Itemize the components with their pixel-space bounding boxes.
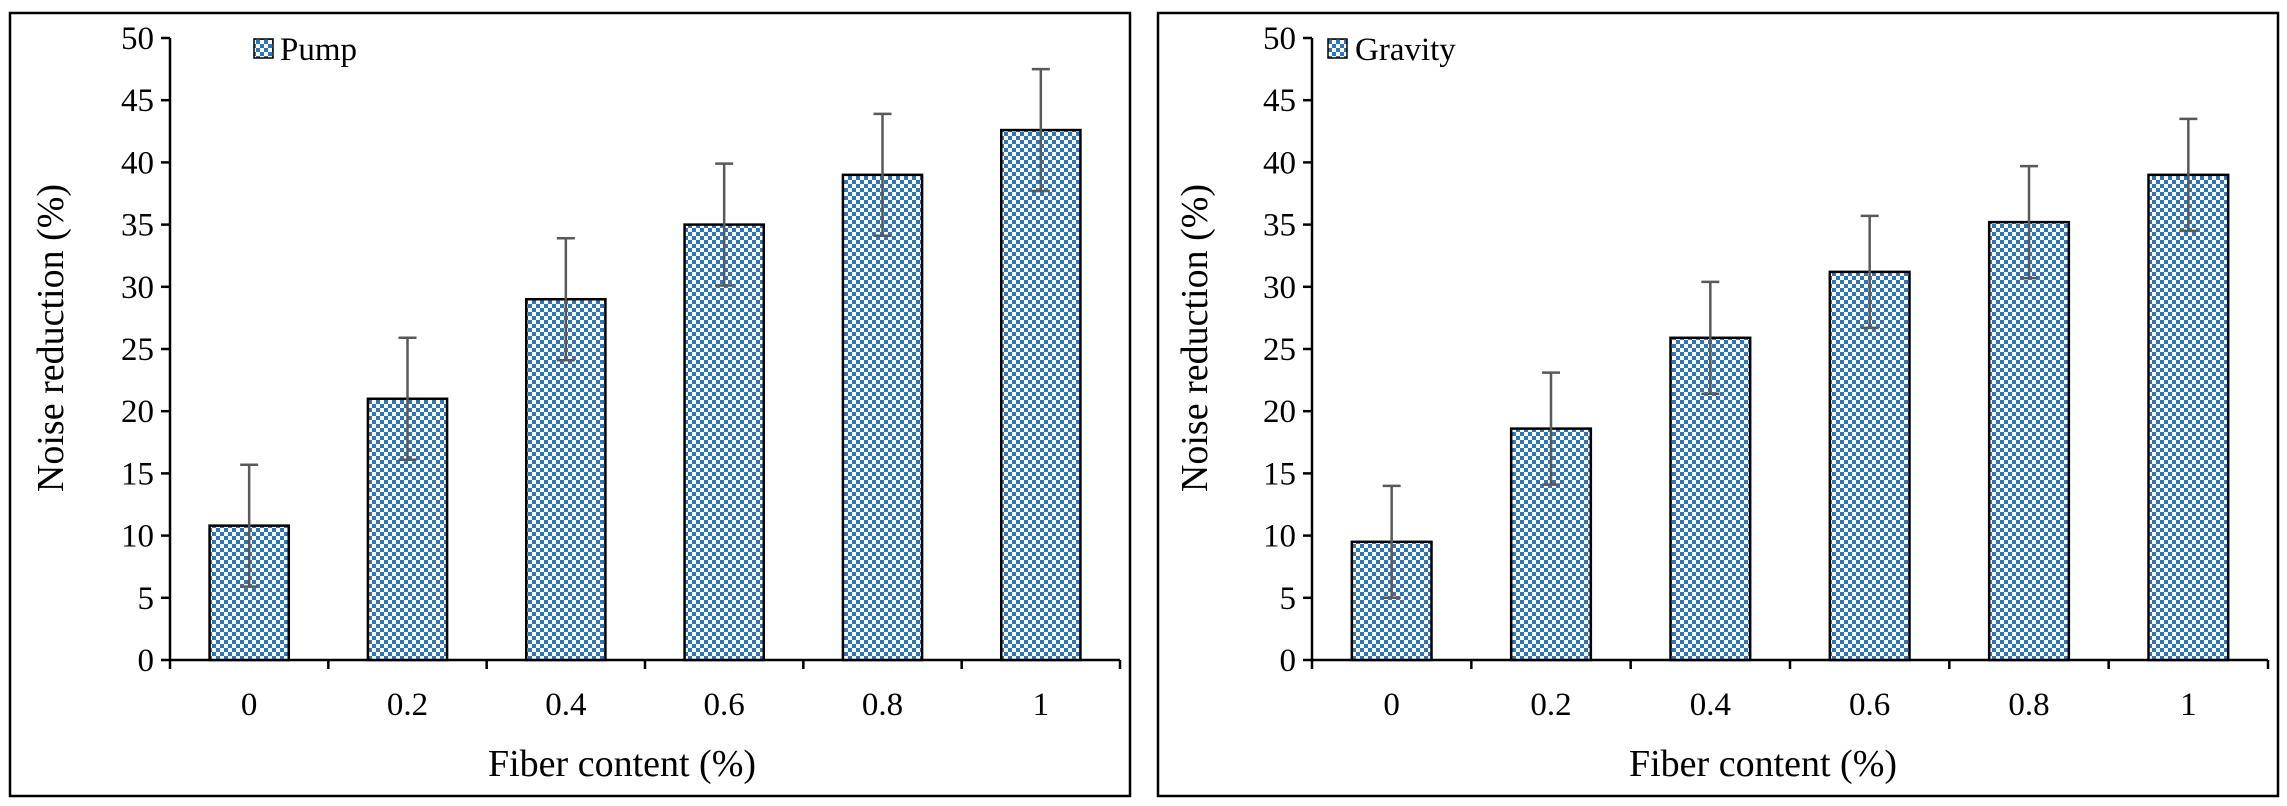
chart-panel-gravity: 0 5 10 15 20 25 30 35 40 45 50 0 0.2 0.4 0.6 0.8 1 Fiber…: [1156, 11, 2280, 798]
y-tick-label: 10: [121, 519, 154, 555]
y-tick-label: 5: [138, 581, 155, 617]
y-tick-label: 20: [121, 394, 154, 430]
y-tick-label: 0: [138, 643, 155, 679]
y-tick-label: 0: [1280, 643, 1297, 679]
x-tick-label: 1: [1033, 687, 1050, 723]
x-tick-label: 0.8: [862, 687, 903, 723]
bar: [841, 173, 924, 662]
bar: [1987, 220, 2071, 662]
y-tick-label: 45: [121, 83, 154, 119]
x-tick-label: 0.6: [704, 687, 745, 723]
y-tick-label: 15: [121, 456, 154, 492]
y-tick-label: 25: [1263, 332, 1296, 368]
panel-border: [8, 11, 1132, 798]
bar: [2147, 173, 2230, 662]
legend-label: Pump: [280, 32, 357, 68]
y-tick-label: 35: [1263, 208, 1296, 244]
x-axis-title: Fiber content (%): [488, 743, 756, 785]
y-tick-label: 30: [121, 270, 154, 306]
legend-swatch: [1327, 38, 1348, 59]
legend-label: Gravity: [1355, 32, 1456, 68]
bar: [1000, 128, 1082, 662]
y-tick-label: 20: [1263, 394, 1296, 430]
y-tick-label: 40: [121, 145, 154, 181]
x-tick-label: 0.8: [2008, 687, 2049, 723]
bar: [208, 524, 290, 662]
y-tick-label: 45: [1263, 83, 1296, 119]
legend: Pump: [253, 32, 357, 68]
y-tick-label: 40: [1263, 145, 1296, 181]
y-tick-label: 50: [1263, 21, 1296, 57]
legend: Gravity: [1327, 32, 1456, 68]
y-tick-label: 50: [121, 21, 154, 57]
x-tick-label: 0.4: [1690, 687, 1731, 723]
y-tick-label: 35: [121, 208, 154, 244]
x-tick-label: 0: [241, 687, 258, 723]
x-axis-title: Fiber content (%): [1629, 743, 1897, 785]
y-tick-label: 30: [1263, 270, 1296, 306]
bar: [1828, 270, 1911, 662]
y-tick-label: 15: [1263, 456, 1296, 492]
y-tick-label: 25: [121, 332, 154, 368]
plot-area: 0 5 10 15 20 25 30 35 40 45 50 0 0.2 0.4 0.6 0.8 1: [121, 21, 1122, 723]
plot-area: 0 5 10 15 20 25 30 35 40 45 50 0 0.2 0.4 0.6 0.8 1: [1263, 21, 2270, 723]
bar: [683, 223, 765, 662]
chart-panel-pump: 0 5 10 15 20 25 30 35 40 45 50 0 0.2 0.4 0.6 0.8 1 Fiber…: [8, 11, 1132, 798]
x-tick-label: 0.2: [387, 687, 428, 723]
x-tick-label: 1: [2180, 687, 2197, 723]
y-tick-label: 10: [1263, 519, 1296, 555]
x-tick-label: 0.4: [545, 687, 586, 723]
y-tick-label: 5: [1280, 581, 1297, 617]
y-axis-title: Noise reduction (%): [30, 184, 72, 492]
legend-swatch: [253, 38, 274, 59]
panel-border: [1156, 11, 2280, 798]
x-tick-label: 0.6: [1849, 687, 1890, 723]
y-axis-title: Noise reduction (%): [1174, 184, 1216, 492]
x-tick-label: 0.2: [1530, 687, 1571, 723]
x-tick-label: 0: [1383, 687, 1400, 723]
